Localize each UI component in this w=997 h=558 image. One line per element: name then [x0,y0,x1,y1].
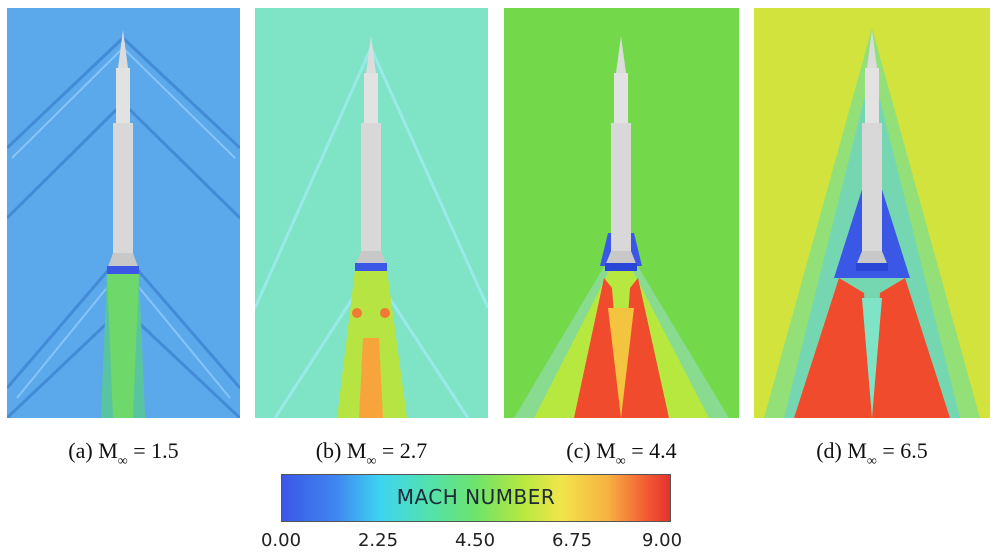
rocket-body-icon [107,30,139,274]
panel-d-mach-6-5 [754,8,990,418]
caption-c: (c) M∞ = 4.4 [566,438,677,469]
rocket-body-icon [605,36,637,271]
panel-c-mach-4-4 [504,8,739,418]
mach-number-colorbar: MACH NUMBER [281,474,671,522]
colorbar-tick-4: 9.00 [641,530,683,551]
panel-a-mach-1-5 [7,8,240,418]
caption-b: (b) M∞ = 2.7 [315,438,428,469]
caption-d: (d) M∞ = 6.5 [816,438,928,469]
panel-b-mach-2-7 [255,8,488,418]
colorbar-tick-1: 2.25 [357,530,399,551]
colorbar-tick-3: 6.75 [551,530,593,551]
rocket-body-icon [856,30,888,271]
colorbar-tick-2: 4.50 [454,530,496,551]
rocket-body-icon [355,36,387,271]
colorbar-tick-0: 0.00 [260,530,302,551]
caption-a: (a) M∞ = 1.5 [68,438,179,469]
colorbar-title: MACH NUMBER [396,485,556,509]
